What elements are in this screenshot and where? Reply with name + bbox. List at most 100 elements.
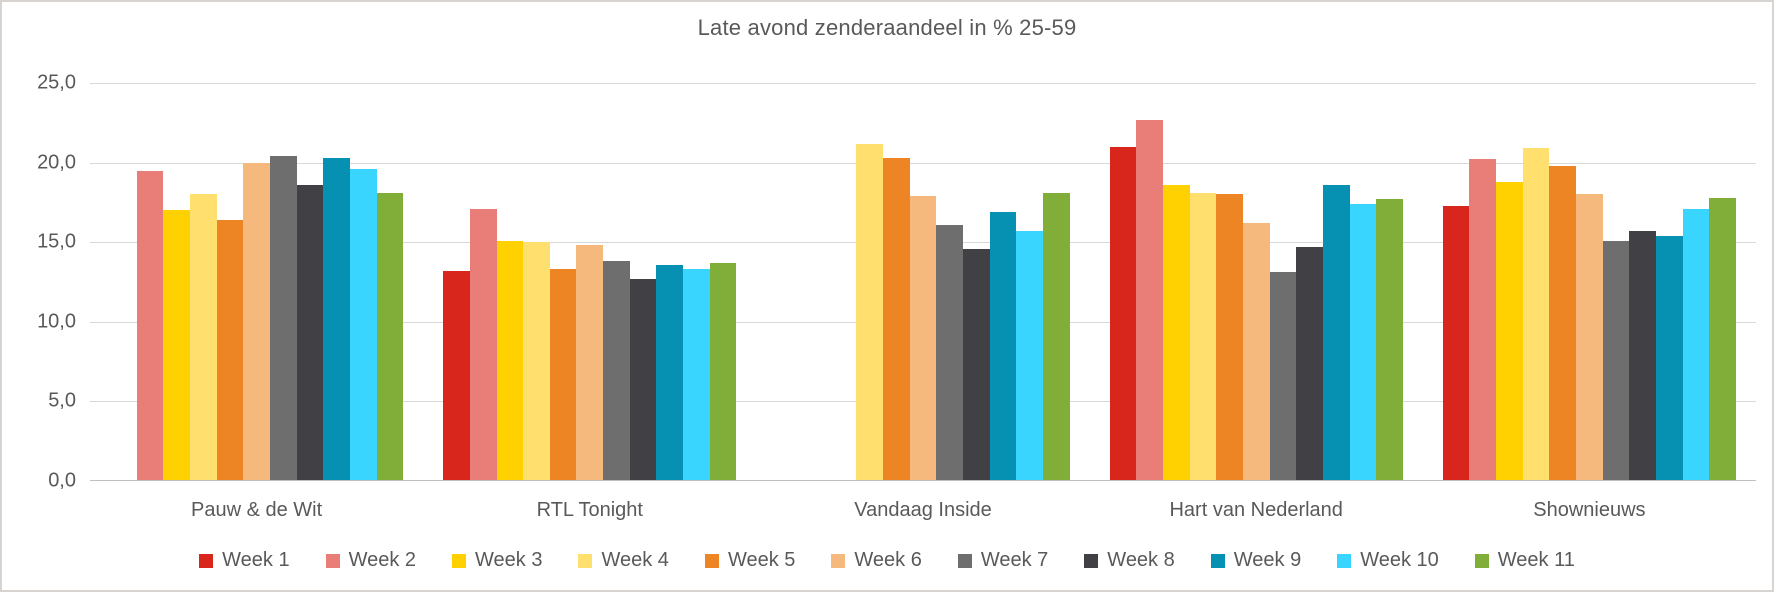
bar: [496, 240, 524, 481]
x-axis-category-labels: Pauw & de Wit RTL Tonight Vandaag Inside Ha…: [90, 499, 1756, 522]
bar: [443, 270, 470, 481]
bar-group: [1423, 83, 1756, 481]
bar: [1709, 197, 1737, 481]
bar: [603, 261, 630, 481]
bar-group: [90, 83, 423, 481]
bar-group: [423, 83, 756, 481]
legend-label: Week 8: [1107, 549, 1175, 571]
legend-item: Week 9: [1210, 549, 1302, 572]
y-axis-tick-label: 5,0: [48, 389, 76, 412]
bar: [1162, 184, 1190, 481]
legend-item: Week 3: [452, 549, 542, 572]
bar: [656, 264, 684, 481]
bar-group: [1090, 83, 1423, 481]
bar: [1269, 272, 1297, 481]
legend-item: Week 1: [199, 549, 290, 572]
category-label: Hart van Nederland: [1169, 499, 1343, 521]
legend-item: Week 11: [1474, 549, 1575, 572]
legend-label: Week 10: [1360, 549, 1439, 571]
bar: [909, 196, 937, 481]
legend-item: Week 8: [1084, 549, 1175, 572]
bar: [1549, 165, 1577, 481]
bar: [243, 162, 270, 481]
bar-group-bars: [1109, 83, 1403, 481]
legend-label: Week 7: [980, 549, 1049, 571]
legend-swatch: [957, 553, 972, 568]
bar: [1189, 192, 1217, 481]
legend: Week 1 Week 2 Week 3 Week 4 Week 5 Week 6 Week…: [2, 549, 1772, 572]
bar: [349, 168, 377, 481]
bar: [1376, 199, 1403, 481]
bar: [296, 184, 324, 481]
bar: [1109, 146, 1137, 481]
legend-swatch: [199, 553, 214, 568]
bar: [883, 157, 910, 481]
legend-item: Week 6: [831, 549, 922, 572]
category-label: Shownieuws: [1533, 499, 1646, 521]
bar: [136, 170, 164, 481]
bar: [469, 208, 497, 481]
bar: [1496, 181, 1523, 481]
legend-label: Week 9: [1233, 549, 1302, 571]
bar: [163, 210, 190, 481]
gridline: [90, 162, 1756, 164]
plot-area: 25,0 20,0 15,0 10,0 5,0 0,0: [37, 72, 1756, 492]
legend-swatch: [1210, 553, 1225, 568]
bar: [323, 157, 350, 481]
legend-label: Week 1: [222, 549, 290, 571]
category-label: Vandaag Inside: [854, 499, 992, 521]
legend-swatch: [452, 553, 467, 568]
y-axis-tick-label: 20,0: [37, 151, 76, 174]
bar: [1296, 246, 1323, 481]
bar-groups: [90, 83, 1756, 481]
bar: [1469, 159, 1497, 481]
legend-item: Week 7: [957, 549, 1049, 572]
legend-swatch: [325, 553, 340, 568]
legend-swatch: [578, 553, 593, 568]
bar-group-bars: [110, 83, 404, 481]
bar: [269, 156, 297, 481]
legend-label: Week 5: [727, 549, 796, 571]
bar: [989, 211, 1017, 481]
bar: [856, 143, 884, 481]
chart-title: Late avond zenderaandeel in % 25-59: [697, 15, 1077, 40]
bar: [376, 192, 404, 481]
bar: [936, 224, 963, 481]
category-label: Pauw & de Wit: [191, 499, 323, 521]
bar: [1442, 205, 1470, 481]
legend-swatch: [1474, 553, 1489, 568]
bar: [1682, 208, 1710, 481]
bar: [1016, 231, 1043, 481]
bar: [1322, 184, 1350, 481]
gridline: [90, 83, 1756, 84]
bar: [1522, 148, 1550, 481]
bar: [1602, 240, 1630, 481]
bar: [523, 242, 550, 481]
x-axis-line: [90, 480, 1756, 481]
bar: [1136, 119, 1163, 481]
bar: [189, 194, 217, 481]
legend-label: Week 4: [601, 549, 669, 571]
bar: [683, 269, 710, 481]
legend-item: Week 2: [325, 549, 416, 572]
bar-group-bars: [1442, 83, 1737, 481]
y-axis-tick-label: 25,0: [37, 71, 76, 94]
category-label: RTL Tonight: [536, 499, 643, 521]
bar: [576, 245, 604, 481]
bar: [1576, 194, 1603, 481]
bar-group-bars: [776, 83, 1070, 481]
legend-item: Week 10: [1337, 549, 1439, 572]
bar: [1656, 235, 1683, 481]
y-axis-tick-label: 15,0: [37, 230, 76, 253]
bar: [549, 269, 577, 481]
bar: [216, 219, 244, 481]
legend-swatch: [1337, 553, 1352, 568]
bar: [962, 248, 990, 481]
bar: [1629, 231, 1657, 481]
legend-item: Week 5: [704, 549, 796, 572]
legend-swatch: [1084, 553, 1099, 568]
bar: [709, 262, 737, 481]
bar-group: [756, 83, 1089, 481]
bar: [629, 278, 657, 481]
